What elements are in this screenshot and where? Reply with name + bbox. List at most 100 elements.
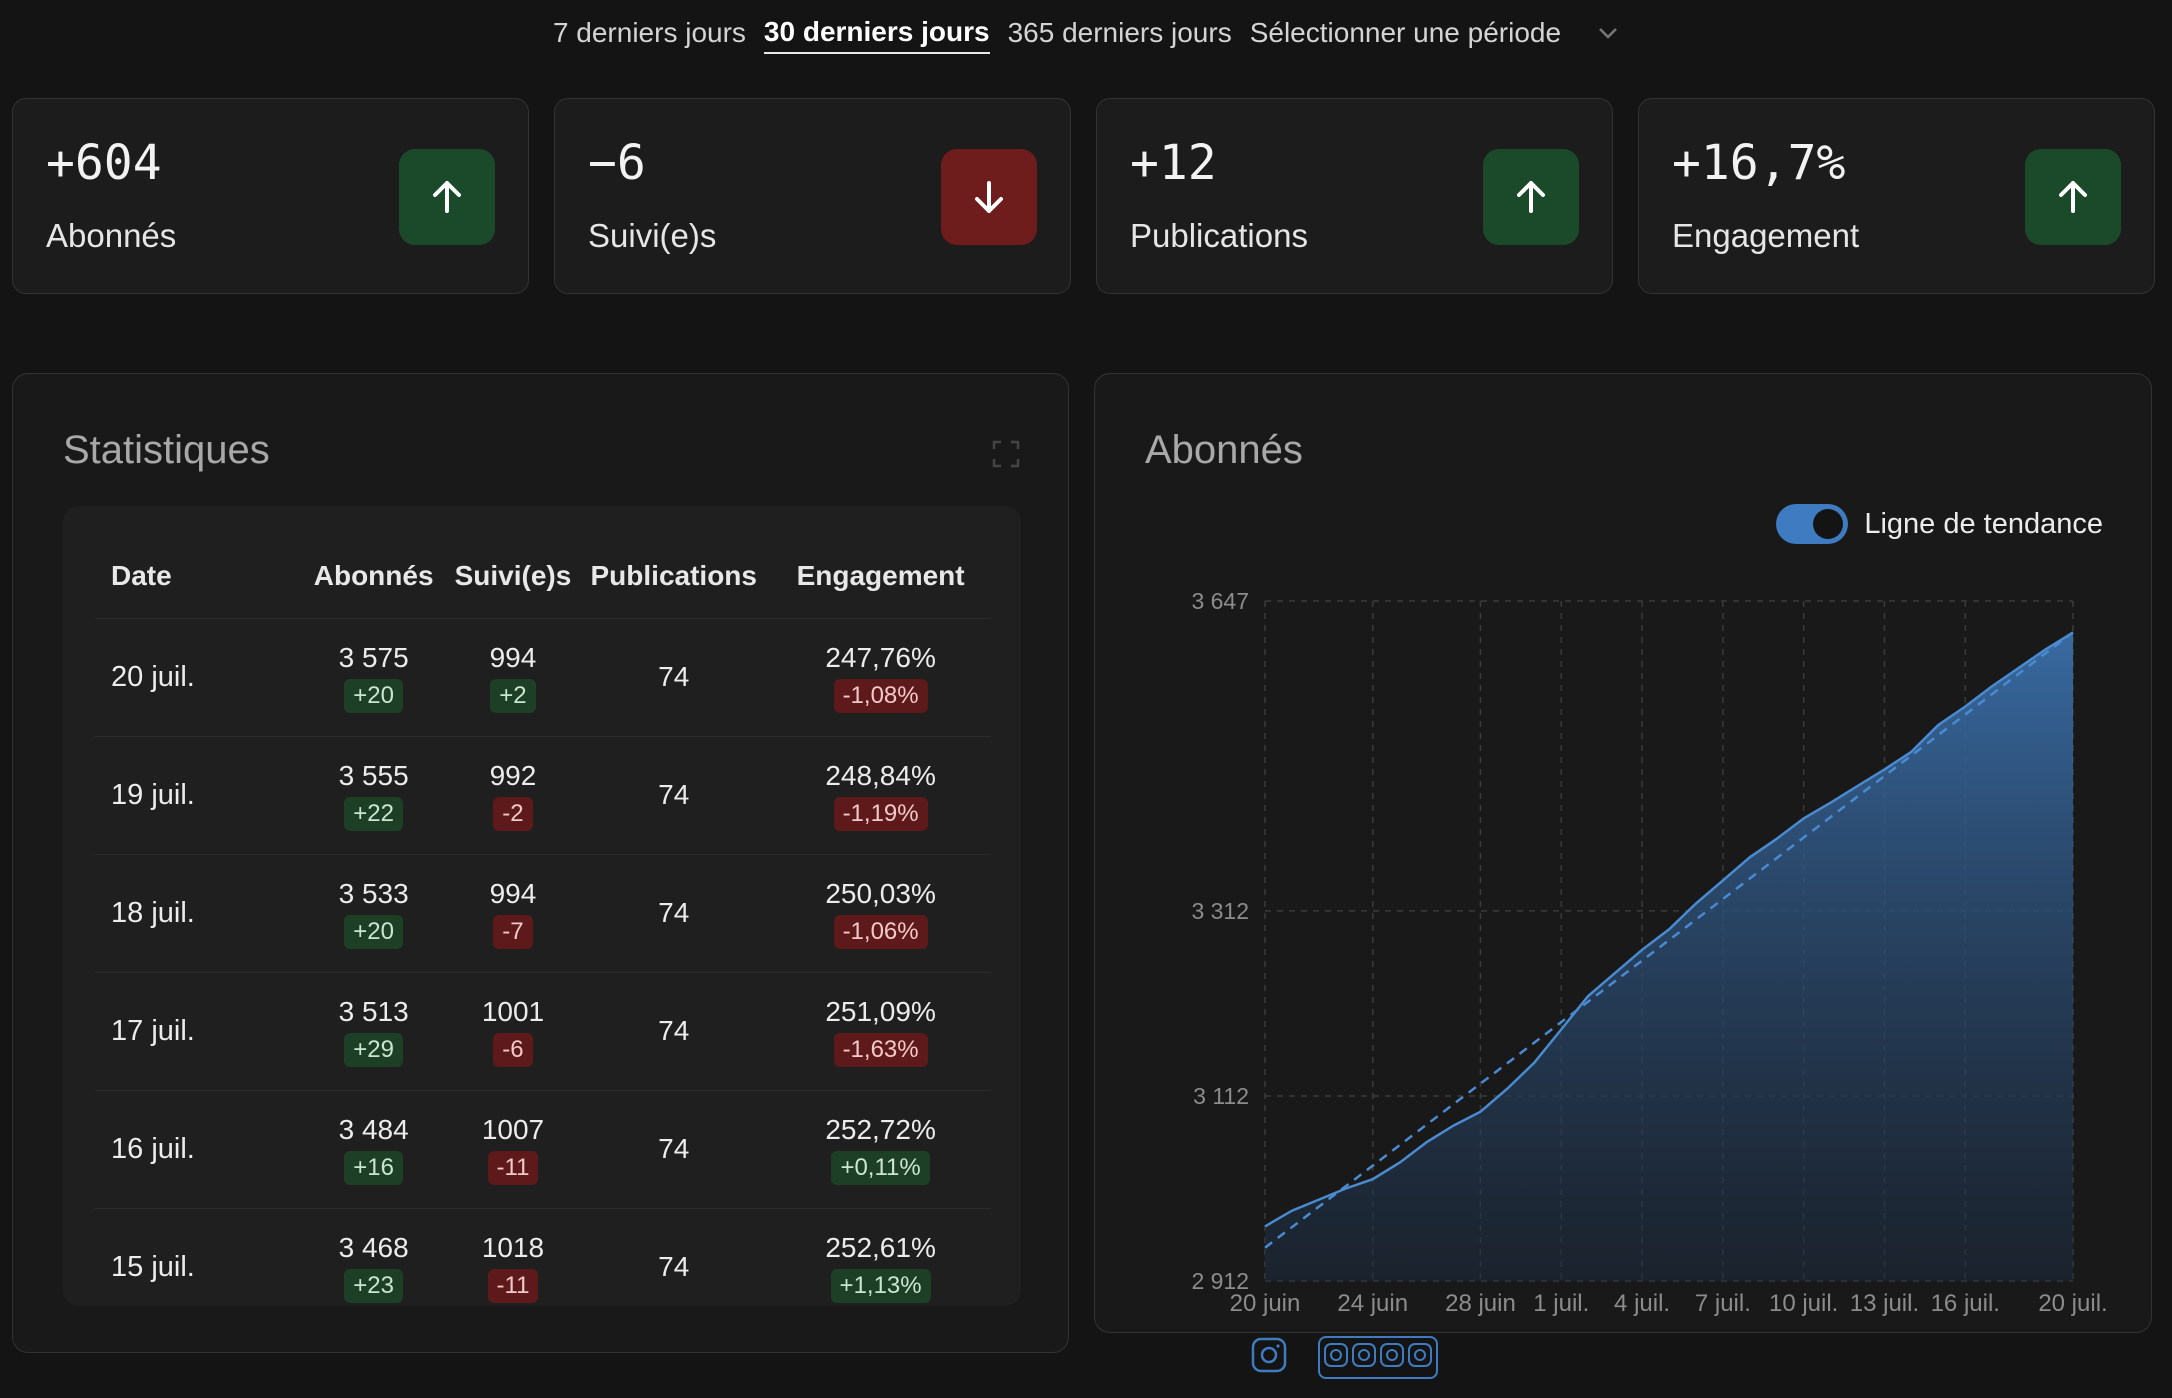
cell-following: 994 -7 [448,854,578,973]
cell-date: 19 juil. [95,736,299,855]
period-7-days[interactable]: 7 derniers jours [552,17,746,48]
cell-following: 1007 -11 [448,1090,578,1209]
kpi-value: +604 [46,135,162,191]
cell-followers: 3 513 +29 [298,972,449,1091]
cell-date: 16 juil. [95,1090,299,1209]
table-row[interactable]: 16 juil. 3 484 +16 1007 -11 74 252,72% +0,11% [95,1090,991,1209]
header-date[interactable]: Date [95,534,299,619]
table-row[interactable]: 17 juil. 3 513 +29 1001 -6 74 251,09% -1,63% [95,972,991,1091]
followers-delta-badge: +20 [344,914,403,949]
x-tick-label: 4 juil. [1614,1290,1670,1317]
followers-delta-badge: +29 [344,1032,403,1067]
account-icons-group [1318,1336,1438,1379]
kpi-label: Engagement [1672,217,1860,254]
instagram-icon[interactable] [1351,1340,1377,1375]
followers-value: 3 555 [338,759,409,791]
expand-icon[interactable] [992,440,1020,473]
instagram-icon[interactable] [1323,1340,1349,1375]
table-row[interactable]: 18 juil. 3 533 +20 994 -7 74 250,03% -1,06% [95,854,991,973]
y-tick-label: 3 647 [1191,588,1249,614]
engagement-value: 250,03% [825,877,936,909]
followers-value: 3 468 [338,1231,409,1263]
period-365-days[interactable]: 365 derniers jours [1007,17,1232,48]
arrow-up-icon [1483,149,1579,245]
kpi-card-engagement: +16,7% Engagement [1638,98,2155,294]
statistics-panel: Statistiques Date Abonnés Suivi(e)s Publ… [12,373,1069,1353]
cell-followers: 3 484 +16 [298,1090,449,1209]
table-row[interactable]: 15 juil. 3 468 +23 1018 -11 74 252,61% +1,13% [95,1208,991,1306]
header-engagement[interactable]: Engagement [770,534,991,619]
cell-posts: 74 [577,618,771,737]
followers-line [1264,631,2074,1228]
period-custom[interactable]: Sélectionner une période [1249,17,1562,48]
trendline-toggle[interactable] [1776,504,1849,544]
cell-date: 20 juil. [95,618,299,737]
arrow-up-icon [399,149,495,245]
cell-followers: 3 555 +22 [298,736,449,855]
cell-posts: 74 [577,1090,771,1209]
cell-posts: 74 [577,972,771,1091]
followers-area [1265,632,2073,1281]
following-delta-badge: +2 [490,678,536,713]
kpi-card-posts: +12 Publications [1096,98,1613,294]
header-following[interactable]: Suivi(e)s [448,534,578,619]
following-value: 994 [489,641,537,673]
x-tick-label: 20 juil. [2038,1290,2107,1317]
statistics-table-container[interactable]: Date Abonnés Suivi(e)s Publications Enga… [63,506,1021,1306]
followers-value: 3 575 [338,641,409,673]
y-tick-label: 3 112 [1193,1083,1249,1109]
engagement-delta-badge: -1,08% [833,678,928,713]
cell-followers: 3 575 +20 [298,618,449,737]
cell-date: 18 juil. [95,854,299,973]
table-row[interactable]: 20 juil. 3 575 +20 994 +2 74 247,76% -1,08% [95,618,991,737]
x-tick-label: 1 juil. [1533,1290,1589,1317]
kpi-label: Publications [1130,217,1308,254]
engagement-value: 248,84% [825,759,936,791]
chevron-down-icon[interactable] [1597,20,1619,46]
header-followers[interactable]: Abonnés [298,534,449,619]
x-tick-label: 20 juin [1230,1290,1301,1317]
table-row[interactable]: 19 juil. 3 555 +22 992 -2 74 248,84% -1,19% [95,736,991,855]
engagement-value: 252,61% [825,1231,936,1263]
panel-title: Statistiques [63,428,270,472]
instagram-icon[interactable] [1379,1340,1405,1375]
following-value: 1007 [481,1113,545,1145]
x-tick-label: 16 juil. [1931,1290,2000,1317]
instagram-icon[interactable] [1250,1336,1288,1379]
followers-chart-panel: Abonnés Ligne de tendance 3 647 3 312 3 11… [1094,373,2152,1333]
followers-value: 3 533 [338,877,409,909]
engagement-value: 252,72% [825,1113,936,1145]
instagram-icon[interactable] [1407,1340,1433,1375]
following-value: 1018 [481,1231,545,1263]
kpi-card-following: −6 Suivi(e)s [554,98,1071,294]
engagement-delta-badge: +1,13% [830,1268,931,1303]
cell-posts: 74 [577,1208,771,1306]
arrow-up-icon [2025,149,2121,245]
following-delta-badge: -11 [487,1150,539,1185]
cell-posts: 74 [577,736,771,855]
following-value: 992 [489,759,537,791]
cell-followers: 3 533 +20 [298,854,449,973]
panel-title: Abonnés [1145,428,1303,472]
trendline-label: Ligne de tendance [1864,507,2103,540]
kpi-label: Suivi(e)s [588,217,717,254]
cell-following: 994 +2 [448,618,578,737]
header-posts[interactable]: Publications [577,534,771,619]
following-delta-badge: -7 [493,914,533,949]
kpi-card-followers: +604 Abonnés [12,98,529,294]
cell-engagement: 247,76% -1,08% [770,618,991,737]
x-tick-label: 7 juil. [1695,1290,1751,1317]
cell-engagement: 252,72% +0,11% [770,1090,991,1209]
y-tick-label: 3 312 [1191,898,1249,924]
chart-series [1264,631,2074,1281]
cell-date: 15 juil. [95,1208,299,1306]
period-30-days[interactable]: 30 derniers jours [763,12,990,54]
social-icons [1250,1336,1438,1379]
followers-value: 3 513 [338,995,409,1027]
cell-engagement: 252,61% +1,13% [770,1208,991,1306]
x-tick-label: 13 juil. [1850,1290,1919,1317]
kpi-value: −6 [588,135,646,191]
toggle-knob [1813,509,1844,539]
